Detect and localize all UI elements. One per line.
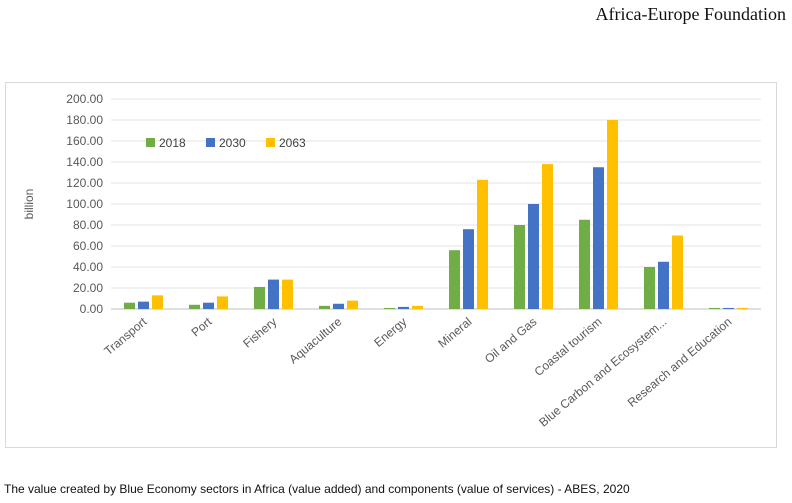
bar	[333, 303, 344, 309]
bar	[709, 307, 720, 309]
bar	[282, 279, 293, 309]
bar	[723, 307, 734, 309]
bar	[189, 304, 200, 309]
legend-label: 2030	[219, 136, 246, 150]
y-tick-label: 160.00	[66, 134, 103, 148]
bar	[644, 267, 655, 309]
y-tick-label: 100.00	[66, 197, 103, 211]
y-tick-label: 80.00	[73, 218, 103, 232]
x-tick-label: Energy	[371, 315, 409, 350]
legend-label: 2018	[159, 136, 186, 150]
bar-chart: 0.00 20.00 40.00 60.00 80.00 100.00 120.00 140.…	[22, 92, 761, 430]
bar	[579, 219, 590, 309]
x-tick-label: Blue Carbon and Ecosystem...	[536, 315, 669, 430]
y-tick-label: 180.00	[66, 113, 103, 127]
bar	[412, 305, 423, 309]
x-tick-label: Research and Education	[625, 315, 735, 410]
x-tick-label: Fishery	[240, 315, 279, 351]
bar	[463, 229, 474, 309]
bar	[138, 301, 149, 309]
chart-frame: 0.00 20.00 40.00 60.00 80.00 100.00 120.00 140.…	[5, 82, 777, 448]
x-tick-label: Coastal tourism	[532, 315, 605, 379]
y-axis-label: billion	[22, 189, 36, 220]
bar	[384, 307, 395, 309]
x-tick-label: Oil and Gas	[482, 315, 540, 366]
legend-swatch	[266, 138, 275, 147]
legend-swatch	[206, 138, 215, 147]
bar	[737, 307, 748, 309]
bar	[593, 167, 604, 309]
y-tick-label: 0.00	[80, 302, 104, 316]
bar	[268, 279, 279, 309]
bar	[672, 235, 683, 309]
x-tick-label: Mineral	[435, 315, 474, 351]
bar	[217, 296, 228, 309]
y-tick-label: 120.00	[66, 176, 103, 190]
x-tick-label: Aquaculture	[286, 314, 344, 366]
x-tick-label: Port	[189, 314, 215, 339]
bar	[514, 225, 525, 309]
bar	[658, 261, 669, 309]
y-tick-label: 200.00	[66, 92, 103, 106]
bar	[477, 179, 488, 309]
legend-swatch	[146, 138, 155, 147]
y-tick-label: 20.00	[73, 281, 103, 295]
bar	[152, 295, 163, 309]
bar	[607, 120, 618, 309]
legend-label: 2063	[279, 136, 306, 150]
bar	[542, 164, 553, 309]
y-tick-label: 40.00	[73, 260, 103, 274]
bar	[449, 250, 460, 309]
bar	[398, 306, 409, 309]
bar	[203, 302, 214, 309]
bar	[124, 302, 135, 309]
figure-caption: The value created by Blue Economy sector…	[4, 482, 630, 496]
y-tick-label: 140.00	[66, 155, 103, 169]
bar	[347, 300, 358, 309]
x-tick-label: Transport	[101, 314, 150, 358]
bar	[528, 204, 539, 309]
organization-title: Africa-Europe Foundation	[595, 4, 786, 24]
bar	[254, 286, 265, 309]
bar	[319, 305, 330, 309]
y-tick-label: 60.00	[73, 239, 103, 253]
